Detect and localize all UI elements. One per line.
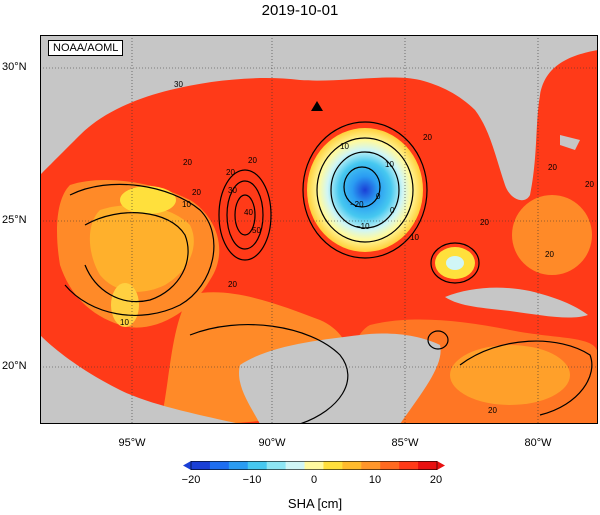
colorbar-swatch xyxy=(418,461,438,470)
contour-label: 40 xyxy=(244,208,253,217)
contour-warm-core-40 xyxy=(226,180,264,250)
sha-patch-caribbean xyxy=(512,195,592,275)
contour-label: 0 xyxy=(390,206,395,215)
contour-label: 20 xyxy=(183,158,192,167)
mexico-land xyxy=(40,335,240,424)
colorbar-swatch xyxy=(228,461,249,470)
colorbar-swatch xyxy=(399,461,419,470)
contour-warm-core-30 xyxy=(218,169,272,261)
colorbar-swatch xyxy=(247,461,268,470)
contour-label: 20 xyxy=(548,163,557,172)
cyclonic-eddy xyxy=(307,128,423,252)
colorbar-tick-20: 20 xyxy=(429,474,443,486)
credit-label: NOAA/AOML xyxy=(48,40,124,56)
colorbar-left-arrow xyxy=(183,461,191,470)
contour-label: 10 xyxy=(120,318,129,327)
contour-label: 10 xyxy=(410,233,419,242)
sha-patch-southeast xyxy=(450,345,570,405)
contour-label: 50 xyxy=(252,226,261,235)
colorbar-swatch xyxy=(304,461,324,470)
sha-patch-west-inner xyxy=(89,205,194,292)
colorbar-tick-n20: −20 xyxy=(181,474,201,486)
colorbar-right-arrow xyxy=(437,461,445,470)
contour-west-20 xyxy=(64,183,215,316)
contour-label: 20 xyxy=(248,156,257,165)
contour-east-20 xyxy=(430,242,480,284)
contour-label: 10 xyxy=(182,200,191,209)
map-frame xyxy=(40,35,598,424)
colorbar-tick-n10: −10 xyxy=(242,474,262,486)
contour-label: 20 xyxy=(228,280,237,289)
colorbar-swatch xyxy=(342,461,362,470)
us-gulf-coast-land xyxy=(40,35,598,201)
colorbar-tick-10: 10 xyxy=(368,474,382,486)
sha-patch-west-core xyxy=(120,186,176,214)
colorbar-swatch xyxy=(285,461,306,470)
bahamas-land xyxy=(560,135,580,150)
colorbar-swatch xyxy=(209,461,230,470)
yucatan-land xyxy=(239,333,441,424)
contour-warm-core-50 xyxy=(234,194,256,236)
contour-label: 0 xyxy=(376,192,381,201)
lon-label-90w: 90°W xyxy=(258,437,286,449)
contour-south-core xyxy=(427,330,449,350)
sea-height-anomaly-map: 30 20 20 20 30 40 50 10 10 0 −10 −20 0 1… xyxy=(40,35,598,424)
contour-label: −20 xyxy=(350,200,364,209)
contour-label: 20 xyxy=(423,133,432,142)
contour-label: −10 xyxy=(356,222,370,231)
contour-label: 20 xyxy=(488,406,497,415)
contour-eddy-0 xyxy=(302,121,428,259)
lat-label-30n: 30°N xyxy=(2,61,27,73)
triangle-marker xyxy=(311,101,323,111)
colorbar-swatch xyxy=(380,461,400,470)
contour-west-10 xyxy=(84,212,189,303)
contour-label: 20 xyxy=(192,188,201,197)
colorbar-swatch xyxy=(191,461,211,470)
contour-eddy-n10 xyxy=(330,151,400,229)
lat-label-25n: 25°N xyxy=(2,214,27,226)
map-title: 2019-10-01 xyxy=(261,2,339,19)
contour-label: 20 xyxy=(480,218,489,227)
contour-southeast-20 xyxy=(459,340,593,416)
contour-label: 10 xyxy=(340,142,349,151)
contour-south-20 xyxy=(189,324,349,424)
contour-label: 30 xyxy=(174,80,183,89)
contour-label: 10 xyxy=(385,160,394,169)
colorbar-swatch xyxy=(361,461,381,470)
contour-label: 20 xyxy=(585,180,594,189)
colorbar-swatch xyxy=(323,461,343,470)
lon-label-80w: 80°W xyxy=(524,437,552,449)
lon-label-95w: 95°W xyxy=(118,437,146,449)
lon-label-85w: 85°W xyxy=(391,437,419,449)
contour-label: 20 xyxy=(545,250,554,259)
contour-label: 20 xyxy=(226,168,235,177)
contour-eddy-10 xyxy=(316,137,414,243)
colorbar xyxy=(183,461,445,470)
colorbar-tick-0: 0 xyxy=(310,474,318,486)
colorbar-swatch xyxy=(266,461,287,470)
sha-patch-gulf-east-core xyxy=(446,256,464,270)
cuba-land xyxy=(445,287,588,318)
colorbar-border xyxy=(190,461,438,470)
contour-label: 30 xyxy=(228,186,237,195)
lat-label-20n: 20°N xyxy=(2,360,27,372)
contour-eddy-n20 xyxy=(343,166,381,208)
colorbar-label: SHA [cm] xyxy=(287,496,343,511)
